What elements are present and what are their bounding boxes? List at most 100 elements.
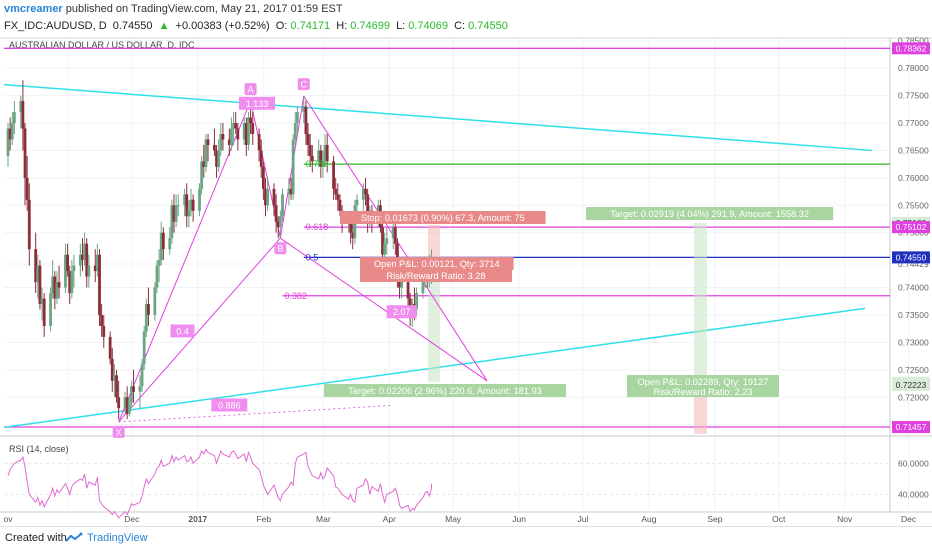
y-tick-label: 0.72000 xyxy=(898,392,929,402)
candle-body xyxy=(51,276,55,294)
candle-body xyxy=(12,112,16,124)
price-tag-label: 0.75102 xyxy=(896,222,927,232)
pattern-leg-xb xyxy=(118,237,281,423)
x-tick-label: Aug xyxy=(641,514,656,524)
candle-body xyxy=(72,265,76,272)
candle-body xyxy=(132,386,135,392)
x-tick-label: Dec xyxy=(901,514,917,524)
candle-body xyxy=(183,194,187,206)
candle-body xyxy=(264,188,267,206)
candle-body xyxy=(257,133,261,151)
candle-body xyxy=(244,123,248,145)
y-tick-label: 0.74429 xyxy=(898,259,929,269)
candle-body xyxy=(142,331,146,365)
y-tick-label: 0.72500 xyxy=(898,365,929,375)
candle-body xyxy=(102,325,106,337)
ratio-label: 2.07 xyxy=(393,307,411,317)
tradingview-link[interactable]: TradingView xyxy=(87,532,148,544)
open-pnl-label: Open P&L: 0.00121, Qty: 3714 xyxy=(374,259,500,269)
candle-body xyxy=(172,205,176,222)
price-change: +0.00383 (+0.52%) xyxy=(175,20,270,32)
candle-body xyxy=(57,282,61,288)
ratio-badge xyxy=(170,324,195,338)
y-tick-label: 0.78500 xyxy=(898,36,929,46)
candle-body xyxy=(157,260,161,266)
high-value: 0.74699 xyxy=(350,20,390,32)
tradingview-logo-icon xyxy=(65,532,83,542)
upper-trendline xyxy=(3,83,873,152)
candle-body xyxy=(291,139,295,195)
candle-body xyxy=(336,194,340,200)
stop-zone xyxy=(428,225,440,258)
candle-body xyxy=(53,276,57,299)
x-tick-label: Mar xyxy=(316,514,331,524)
candle-body xyxy=(113,375,116,381)
candle-body xyxy=(85,243,89,277)
candle-body xyxy=(87,265,91,277)
target-label-badge xyxy=(586,207,834,220)
candle-body xyxy=(304,106,308,134)
low-value: 0.74069 xyxy=(408,20,449,32)
price-tag xyxy=(892,421,930,434)
candle-body xyxy=(293,123,297,140)
candle-body xyxy=(261,166,265,189)
symbol-label: FX_IDC:AUDUSD, D xyxy=(4,20,107,32)
ratio-badge xyxy=(211,398,248,412)
x-tick-label: Dec xyxy=(124,514,140,524)
candle-body xyxy=(185,194,189,217)
candle-body xyxy=(147,304,150,315)
stop-label-badge xyxy=(340,211,546,224)
candle-body xyxy=(23,128,27,178)
fib-label: 0.618 xyxy=(306,222,329,232)
candle-body xyxy=(127,402,131,414)
candle-body xyxy=(251,123,255,134)
target-label: Target: 0.02206 (2.96%) 220.6, Amount: 1… xyxy=(348,386,542,396)
candle-body xyxy=(108,336,112,359)
risk-reward-badge xyxy=(360,269,512,282)
candle-body xyxy=(170,205,174,239)
candle-body xyxy=(289,188,293,195)
candle-body xyxy=(213,144,216,151)
pattern-leg-xa xyxy=(118,100,252,423)
candle-body xyxy=(110,358,114,381)
candle-body xyxy=(159,232,163,261)
change-up-icon: ▲ xyxy=(158,20,170,32)
price-chart[interactable]: AUSTRALIAN DOLLAR / US DOLLAR, D, IDC 0.7… xyxy=(0,0,932,526)
candle-body xyxy=(366,194,370,222)
candle-body xyxy=(161,232,165,250)
candle-body xyxy=(198,188,201,211)
y-tick-label: 0.73000 xyxy=(898,337,929,347)
candle-body xyxy=(306,133,310,145)
candle-body xyxy=(249,117,252,124)
price-tag-label: 0.78362 xyxy=(896,43,927,53)
y-tick-label: 0.75500 xyxy=(898,200,929,210)
footer-bar: Created with TradingView xyxy=(0,526,932,551)
y-tick-label: 0.78000 xyxy=(898,63,929,73)
candle-body xyxy=(174,205,178,222)
candle-body xyxy=(259,150,263,167)
open-pnl-label-badge xyxy=(360,257,514,270)
ratio-label: 0.4 xyxy=(176,326,189,336)
candle-body xyxy=(302,106,306,113)
pattern-leg-xd xyxy=(118,405,391,423)
candle-body xyxy=(323,144,327,162)
ratio-label: 1.133 xyxy=(246,99,269,109)
pattern-point-label: B xyxy=(277,244,283,254)
x-tick-label: Oct xyxy=(772,514,786,524)
candle-body xyxy=(153,287,157,315)
candle-body xyxy=(230,128,233,145)
author-link[interactable]: vmcreamer xyxy=(4,3,63,15)
candle-body xyxy=(168,238,172,250)
last-price: 0.74550 xyxy=(112,20,153,32)
candle-body xyxy=(221,133,225,140)
candle-body xyxy=(191,199,195,211)
candle-body xyxy=(236,128,240,140)
y-tick-label: 0.77000 xyxy=(898,118,929,128)
candle-body xyxy=(93,265,97,272)
price-tag xyxy=(892,42,930,55)
x-tick-label: May xyxy=(445,514,462,524)
candle-body xyxy=(8,128,12,140)
price-tag xyxy=(892,379,930,392)
risk-reward-label: Risk/Reward Ratio: 2.23 xyxy=(653,387,752,397)
pattern-point-label: X xyxy=(116,427,122,437)
